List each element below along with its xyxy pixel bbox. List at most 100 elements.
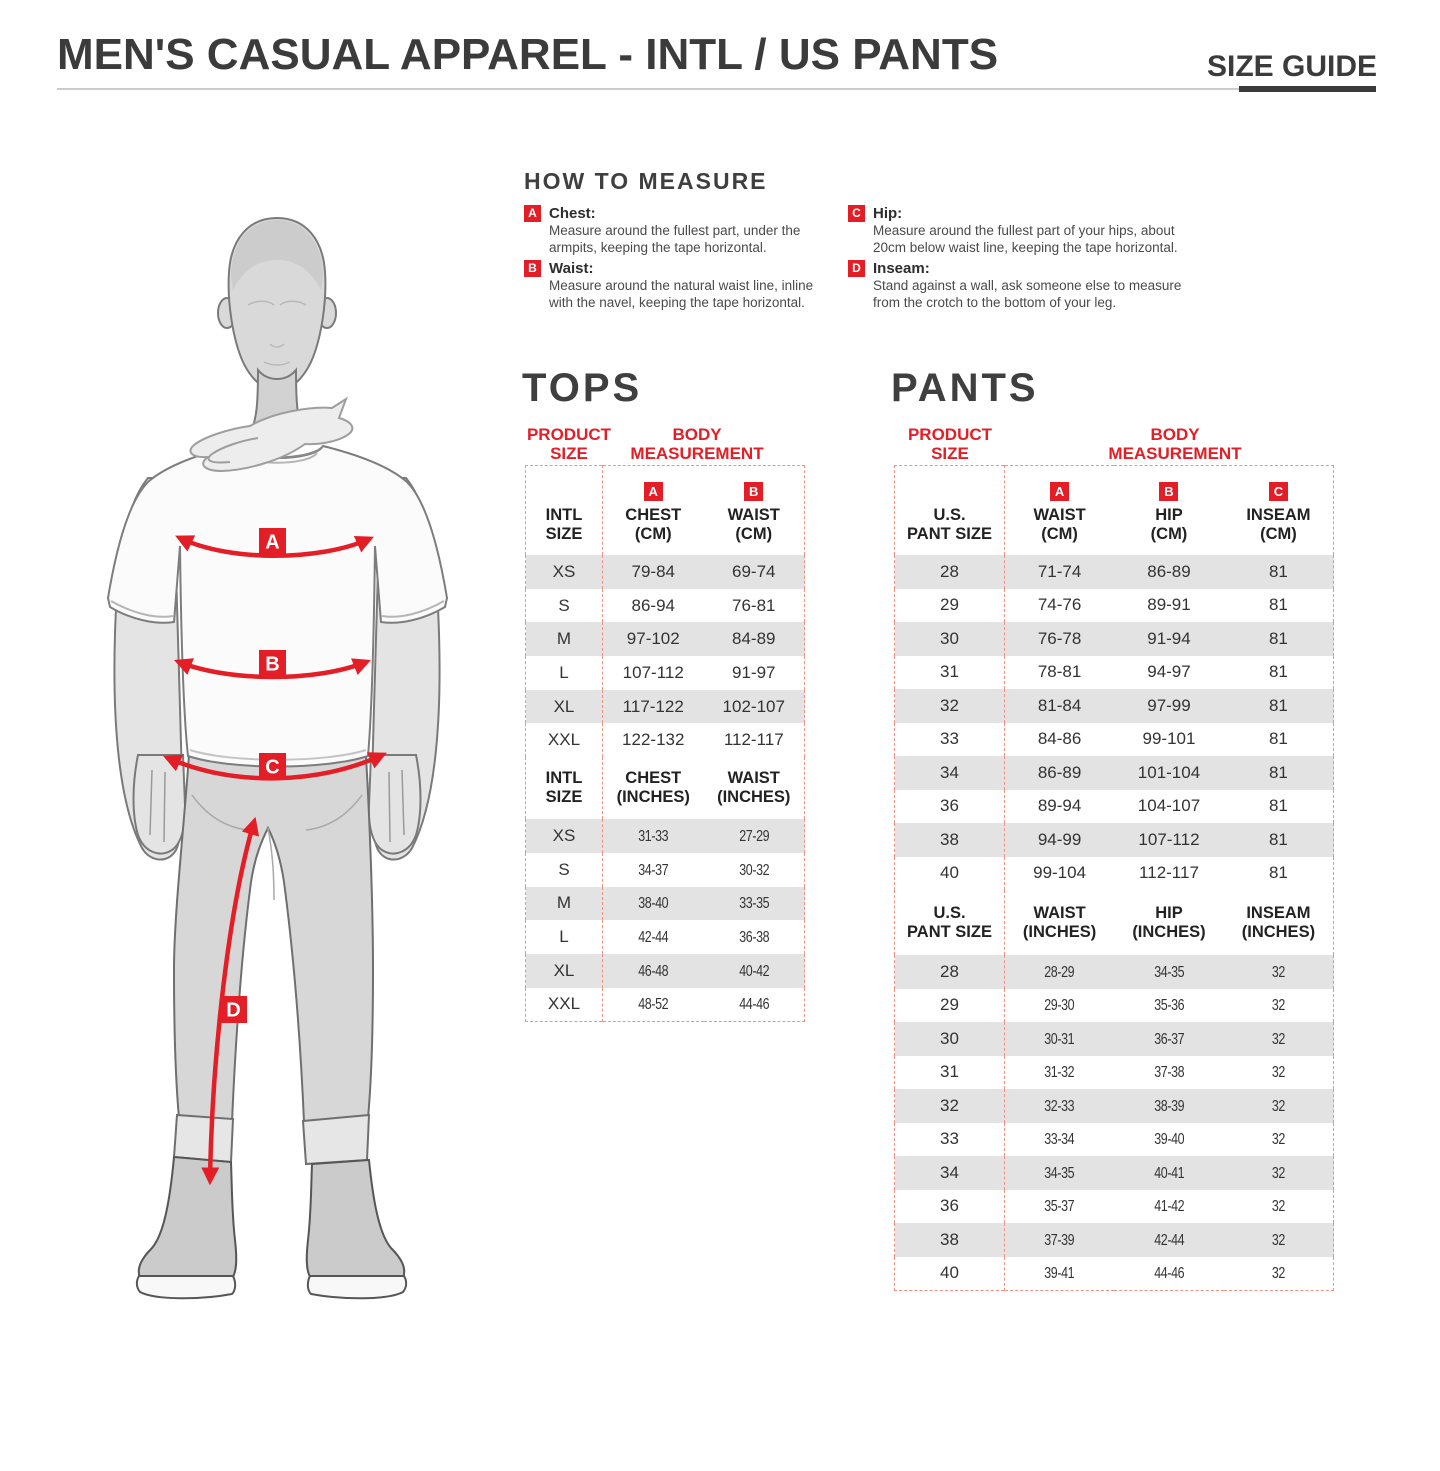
table-cell: 38-39: [1114, 1089, 1224, 1123]
cell-value: M: [556, 893, 572, 913]
table-cell: 35-36: [1114, 989, 1224, 1023]
table-cell: 42-44: [603, 920, 704, 954]
cell-value: 81: [1268, 695, 1288, 715]
page-title: MEN'S CASUAL APPAREL - INTL / US PANTS: [57, 30, 999, 79]
measure-item-waist: B Waist: Measure around the natural wais…: [524, 259, 848, 311]
measure-item-chest: A Chest: Measure around the fullest part…: [524, 204, 848, 256]
cell-value: S: [558, 595, 570, 615]
cell-value: 32: [1271, 1097, 1285, 1115]
table-cell: XL: [525, 689, 603, 724]
table-cell: 28: [894, 955, 1005, 989]
table-cell: 31: [894, 655, 1005, 689]
header-line: WAIST: [1033, 506, 1086, 524]
table-cell: 29-30: [1005, 989, 1115, 1023]
table-row: 40 39-41 44-46 32: [894, 1256, 1334, 1291]
table-cell: 38: [894, 823, 1005, 857]
table-cell: 69-74: [704, 555, 805, 589]
cell-value: XL: [553, 960, 575, 980]
table-row: XS 79-84 69-74: [525, 555, 805, 589]
header-line: (INCHES): [1241, 922, 1316, 941]
table-row: 38 37-39 42-44 32: [894, 1223, 1334, 1257]
header-line: (CM): [1150, 525, 1188, 543]
table-cell: 81-84: [1005, 689, 1115, 723]
pants: [172, 739, 375, 1124]
cell-value: 32: [1271, 1131, 1285, 1149]
table-row: L 107-112 91-97: [525, 656, 805, 690]
table-cell: 30: [894, 622, 1005, 656]
cell-value: 44-46: [738, 996, 769, 1014]
table-cell: M: [525, 886, 603, 921]
table-cell: 84-89: [704, 622, 805, 656]
table-row: 28 71-74 86-89 81: [894, 555, 1334, 589]
cell-value: 33: [940, 1129, 959, 1149]
tops-in-chest-header-cell: CHEST (INCHES): [603, 757, 704, 819]
table-cell: XS: [525, 819, 603, 853]
cell-value: 40-42: [738, 962, 769, 980]
cell-value: 28-29: [1044, 963, 1075, 981]
table-cell: 31-33: [603, 819, 704, 853]
cell-value: 81: [1268, 762, 1288, 782]
table-cell: 37-39: [1005, 1223, 1115, 1257]
table-cell: 107-112: [603, 656, 704, 690]
table-cell: 30-32: [704, 853, 805, 887]
cell-value: 34-37: [638, 861, 669, 879]
column-badge-c: C: [1268, 482, 1288, 501]
table-cell: 32: [1224, 989, 1334, 1023]
table-cell: 94-97: [1114, 656, 1224, 690]
table-cell: 40-41: [1114, 1156, 1224, 1190]
pants-inches-header: U.S. PANT SIZE WAIST (INCHES) HIP (INCHE…: [894, 890, 1334, 955]
header-line: (CM): [1260, 525, 1297, 543]
cell-value: 35-37: [1044, 1198, 1075, 1216]
face-details: [247, 300, 307, 366]
table-cell: 42-44: [1114, 1223, 1224, 1257]
cell-value: 69-74: [732, 561, 776, 581]
header-line: HIP: [1155, 903, 1183, 922]
table-row: 38 94-99 107-112 81: [894, 823, 1334, 857]
pants-in-hip-header-cell: HIP (INCHES): [1114, 890, 1224, 955]
table-cell: 36: [894, 789, 1005, 823]
table-row: 36 35-37 41-42 32: [894, 1189, 1334, 1224]
column-badge-a: A: [1050, 482, 1070, 501]
cell-value: 81: [1268, 796, 1288, 816]
column-badge-b: B: [744, 482, 764, 501]
cell-value: XS: [552, 825, 576, 845]
header-line: WAIST: [727, 769, 780, 788]
table-cell: 32: [894, 689, 1005, 723]
table-cell: 32: [1224, 1257, 1334, 1291]
tops-body-measurement-header: BODY MEASUREMENT: [597, 425, 797, 463]
table-cell: M: [525, 622, 603, 657]
table-cell: 32: [894, 1089, 1005, 1123]
tops-cm-chest-header-cell: A CHEST (CM): [603, 466, 704, 556]
tops-product-size-line2: SIZE: [550, 444, 588, 463]
cell-value: 32: [1271, 1265, 1285, 1283]
table-cell: 32: [1224, 1190, 1334, 1224]
cell-value: 81-84: [1037, 695, 1082, 715]
table-cell: 81: [1224, 723, 1334, 757]
table-cell: L: [525, 920, 603, 954]
table-row: S 86-94 76-81: [525, 588, 805, 623]
inseam-label: Inseam:: [873, 259, 930, 277]
table-cell: 102-107: [704, 690, 805, 724]
cell-value: 99-101: [1142, 729, 1196, 749]
table-cell: 32: [1224, 1223, 1334, 1257]
cell-value: 81: [1268, 729, 1288, 749]
table-cell: 33-34: [1005, 1123, 1115, 1157]
cell-value: 32: [940, 1095, 959, 1115]
table-row: XXL 48-52 44-46: [525, 987, 805, 1022]
size-guide-underline: [1239, 86, 1376, 92]
header-line: HIP: [1155, 506, 1183, 524]
cell-value: 30: [940, 628, 959, 648]
table-cell: 29: [894, 588, 1005, 622]
shoe-right: [305, 1158, 406, 1279]
table-cell: 34: [894, 756, 1005, 790]
cell-value: 31-33: [638, 827, 669, 845]
table-cell: 31: [894, 1055, 1005, 1089]
header-line: SIZE: [545, 525, 583, 543]
table-row: 29 74-76 89-91 81: [894, 588, 1334, 622]
cell-value: 32: [1271, 1164, 1285, 1182]
table-cell: 35-37: [1005, 1190, 1115, 1224]
hip-desc-line2: 20cm below waist line, keeping the tape …: [873, 240, 1178, 255]
cell-value: XL: [553, 696, 575, 716]
inseam-desc-line2: from the crotch to the bottom of your le…: [873, 295, 1117, 310]
cell-value: 117-122: [622, 696, 684, 716]
